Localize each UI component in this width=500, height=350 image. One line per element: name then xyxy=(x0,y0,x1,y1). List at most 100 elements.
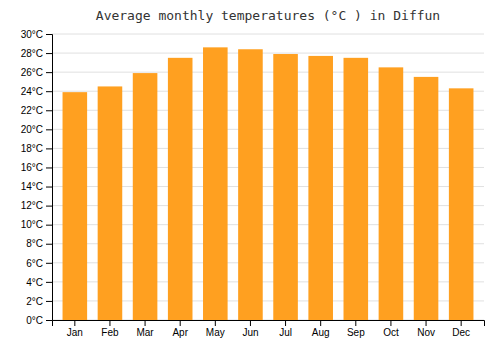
tick-mark xyxy=(250,320,251,326)
tick-label: 20°C xyxy=(21,124,43,135)
tick-label: Feb xyxy=(101,327,119,338)
tick: Aug xyxy=(312,320,330,338)
tick-mark xyxy=(46,167,52,168)
tick-mark xyxy=(145,320,146,326)
tick: 2°C xyxy=(26,296,52,307)
tick: Feb xyxy=(101,320,119,338)
tick-label: Jul xyxy=(279,327,292,338)
bar xyxy=(168,58,193,320)
tick: Sep xyxy=(347,320,365,338)
tick-label: Oct xyxy=(383,327,399,338)
tick-mark xyxy=(46,34,52,35)
grid-line xyxy=(52,72,484,73)
tick-mark xyxy=(46,206,52,207)
tick-label: Jan xyxy=(67,327,83,338)
bars xyxy=(63,47,474,320)
tick-mark xyxy=(46,225,52,226)
tick-label: Dec xyxy=(452,327,470,338)
tick: Jun xyxy=(242,320,258,338)
tick-mark xyxy=(390,320,391,326)
tick-label: 6°C xyxy=(26,258,43,269)
tick: 12°C xyxy=(21,200,52,211)
tick: Jan xyxy=(67,320,83,338)
tick: 16°C xyxy=(21,162,52,173)
tick-mark xyxy=(355,320,356,326)
bar xyxy=(238,49,263,320)
tick-mark xyxy=(46,91,52,92)
tick-mark xyxy=(46,110,52,111)
grid-line xyxy=(52,53,484,54)
title: Average monthly temperatures (°C ) in Di… xyxy=(96,8,440,23)
tick-mark xyxy=(320,320,321,326)
bar xyxy=(273,54,298,320)
tick-label: Apr xyxy=(172,327,188,338)
tick-mark xyxy=(46,320,52,321)
tick: 20°C xyxy=(21,124,52,135)
tick-label: 16°C xyxy=(21,162,43,173)
bar xyxy=(379,67,404,320)
tick: Mar xyxy=(136,320,154,338)
tick-mark xyxy=(46,301,52,302)
bar xyxy=(414,77,439,320)
tick: 22°C xyxy=(21,105,52,116)
tick-label: 18°C xyxy=(21,143,43,154)
tick-label: 10°C xyxy=(21,219,43,230)
tick-mark xyxy=(74,320,75,326)
tick-mark xyxy=(426,320,427,326)
bar xyxy=(203,47,228,320)
tick-mark xyxy=(46,187,52,188)
tick: Jul xyxy=(279,320,292,338)
tick-mark xyxy=(215,320,216,326)
tick-label: May xyxy=(206,327,225,338)
tick: Apr xyxy=(172,320,188,338)
grid xyxy=(52,34,484,320)
bar xyxy=(344,58,369,320)
tick-mark xyxy=(46,72,52,73)
tick: May xyxy=(206,320,225,338)
tick: 6°C xyxy=(26,258,52,269)
tick-label: 12°C xyxy=(21,200,43,211)
tick: Oct xyxy=(383,320,399,338)
tick-label: Mar xyxy=(136,327,154,338)
tick: 0°C xyxy=(26,315,52,326)
tick-label: 26°C xyxy=(21,67,43,78)
bar xyxy=(449,88,474,320)
tick: 4°C xyxy=(26,277,52,288)
axis-domain xyxy=(53,321,485,327)
tick-mark xyxy=(109,320,110,326)
tick: 30°C xyxy=(21,29,52,40)
tick-mark xyxy=(46,148,52,149)
tick-label: 0°C xyxy=(26,315,43,326)
tick: Dec xyxy=(452,320,470,338)
bar xyxy=(98,86,123,320)
tick-mark xyxy=(180,320,181,326)
plot: 0°C 2°C 4°C 6°C 8°C 10°C 12°C 14°C 16°C 18°C 20°C 2… xyxy=(21,29,485,338)
tick-label: 14°C xyxy=(21,181,43,192)
tick-mark xyxy=(285,320,286,326)
tick: 18°C xyxy=(21,143,52,154)
tick: 14°C xyxy=(21,181,52,192)
tick-mark xyxy=(46,244,52,245)
bar xyxy=(308,56,333,320)
tick-label: Nov xyxy=(417,327,435,338)
tick: 28°C xyxy=(21,48,52,59)
tick-mark xyxy=(46,263,52,264)
tick-label: 30°C xyxy=(21,29,43,40)
tick-mark xyxy=(46,129,52,130)
tick-mark xyxy=(46,53,52,54)
tick-label: 22°C xyxy=(21,105,43,116)
tick-label: 28°C xyxy=(21,48,43,59)
tick: 24°C xyxy=(21,86,52,97)
bar xyxy=(63,92,88,320)
tick-mark xyxy=(46,282,52,283)
tick-label: Jun xyxy=(242,327,258,338)
tick-label: Aug xyxy=(312,327,330,338)
x-axis: Jan Feb Mar Apr May Jun Jul Aug Sep Oct Nov Dec xyxy=(53,320,485,338)
axis-domain xyxy=(46,35,53,321)
tick-label: 4°C xyxy=(26,277,43,288)
chart: 0°C 2°C 4°C 6°C 8°C 10°C 12°C 14°C 16°C 18°C 20°C 2… xyxy=(0,0,500,350)
tick-mark xyxy=(461,320,462,326)
bar xyxy=(133,73,158,320)
tick: 8°C xyxy=(26,238,52,249)
tick: 26°C xyxy=(21,67,52,78)
